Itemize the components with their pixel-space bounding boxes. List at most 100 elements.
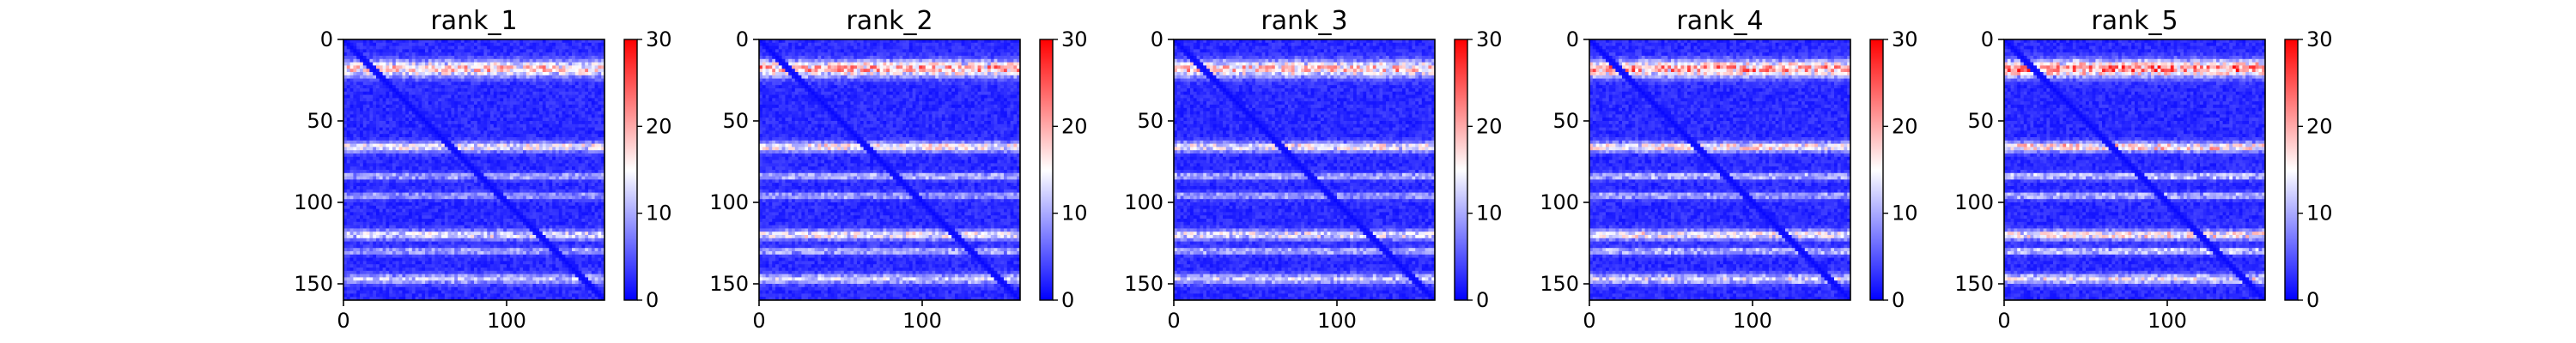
heatmap-cell [585,117,588,121]
heatmap-cell [418,95,422,99]
heatmap-cell [562,117,566,121]
heatmap-cell [373,170,376,173]
heatmap-cell [588,117,592,121]
heatmap-cell [369,160,373,164]
heatmap-cell [575,72,579,75]
heatmap-cell [369,43,373,46]
heatmap-cell [434,95,438,99]
heatmap-cell [519,128,523,131]
heatmap-cell [438,88,441,92]
heatmap-cell [369,134,373,137]
heatmap-cell [396,92,399,95]
heatmap-cell [579,166,582,170]
heatmap-cell [503,95,507,99]
heatmap-cell [369,163,373,166]
heatmap-cell [458,72,461,75]
heatmap-cell [507,111,510,115]
heatmap-cell [500,157,503,160]
heatmap-cell [549,72,552,75]
heatmap-cell [523,92,526,95]
heatmap-cell [513,69,517,72]
heatmap-cell [481,177,484,180]
heatmap-cell [399,101,403,105]
heatmap-cell [507,166,510,170]
heatmap-cell [510,65,513,69]
heatmap-cell [549,52,552,56]
heatmap-cell [592,111,595,115]
heatmap-cell [347,124,350,128]
heatmap-cell [399,88,403,92]
heatmap-cell [428,114,432,117]
heatmap-cell [467,52,471,56]
heatmap-cell [532,160,536,164]
heatmap-cell [539,147,543,150]
heatmap-cell [402,150,405,153]
heatmap-cell [445,72,448,75]
heatmap-cell [402,128,405,131]
heatmap-cell [581,111,585,115]
heatmap-cell [418,130,422,134]
heatmap-cell [477,130,481,134]
heatmap-cell [487,170,490,173]
heatmap-cell [552,72,556,75]
heatmap-cell [494,75,497,79]
heatmap-cell [568,147,572,150]
heatmap-cell [519,153,523,157]
heatmap-cell [549,157,552,160]
heatmap-cell [513,173,517,177]
heatmap-cell [376,105,380,108]
heatmap-cell [467,147,471,150]
heatmap-cell [483,117,487,121]
heatmap-cell [386,43,389,46]
heatmap-cell [386,65,389,69]
heatmap-cell [575,128,579,131]
heatmap-cell [581,98,585,101]
heatmap-cell [543,134,546,137]
heatmap-cell [559,177,562,180]
heatmap-cell [565,137,568,141]
heatmap-cell [516,144,519,147]
heatmap-cell [367,43,370,46]
heatmap-cell [546,160,550,164]
heatmap-cell [503,79,507,82]
heatmap-cell [477,69,481,72]
heatmap-cell [510,173,513,177]
heatmap-cell [471,117,474,121]
heatmap-cell [373,117,376,121]
heatmap-cell [497,147,501,150]
heatmap-cell [565,49,568,52]
heatmap-cell [510,52,513,56]
heatmap-cell [565,92,568,95]
heatmap-cell [588,141,592,144]
heatmap-cell [445,137,448,141]
heatmap-cell [369,147,373,150]
heatmap-cell [516,147,519,150]
heatmap-cell [392,72,396,75]
heatmap-cell [467,134,471,137]
heatmap-cell [530,81,533,85]
heatmap-cell [481,65,484,69]
heatmap-cell [353,81,356,85]
heatmap-cell [458,117,461,121]
heatmap-cell [386,52,389,56]
heatmap-cell [389,141,392,144]
heatmap-cell [494,81,497,85]
heatmap-cell [356,117,360,121]
heatmap-cell [536,114,539,117]
heatmap-cell [380,101,383,105]
heatmap-cell [490,147,494,150]
heatmap-cell [500,95,503,99]
heatmap-cell [386,124,389,128]
heatmap-cell [477,52,481,56]
heatmap-cell [383,72,386,75]
heatmap-cell [399,134,403,137]
heatmap-cell [383,111,386,115]
heatmap-cell [356,46,360,50]
heatmap-cell [516,92,519,95]
heatmap-cell [585,134,588,137]
heatmap-cell [513,117,517,121]
heatmap-cell [481,128,484,131]
heatmap-cell [481,173,484,177]
heatmap-cell [565,153,568,157]
heatmap-cell [483,52,487,56]
